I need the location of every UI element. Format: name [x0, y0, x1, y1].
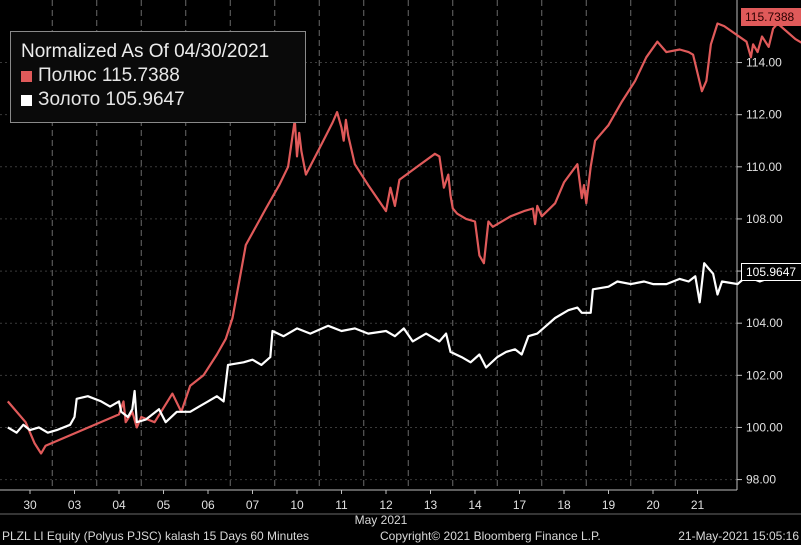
legend: Normalized As Of 04/30/2021 Полюс 115.73…	[10, 31, 306, 123]
x-tick-label: 03	[68, 498, 82, 512]
y-tick-label: 98.00	[746, 473, 776, 487]
legend-swatch-polyus	[21, 70, 32, 82]
legend-item-polyus: Полюс 115.7388	[21, 64, 305, 88]
y-tick-label: 112.00	[746, 108, 782, 122]
last-value-tag-gold: 105.9647	[741, 263, 801, 282]
x-tick-label: 07	[246, 498, 260, 512]
y-tick-label: 114.00	[746, 56, 782, 70]
x-tick-label: 18	[557, 498, 571, 512]
last-value-tag-polyus: 115.7388	[741, 8, 801, 27]
x-tick-label: 11	[335, 498, 348, 512]
legend-label-gold: Золото 105.9647	[38, 89, 185, 110]
footer: PLZL LI Equity (Polyus PJSC) kalash 15 D…	[0, 527, 801, 545]
x-axis: 30 03 04 05 06 07 10 11 12 13 14 17 18 19 20 21	[0, 489, 801, 515]
x-tick-label: 12	[379, 498, 393, 512]
footer-copyright: Copyright© 2021 Bloomberg Finance L.P.	[380, 529, 601, 543]
y-tick-label: 110.00	[746, 160, 782, 174]
x-tick-label: 20	[646, 498, 660, 512]
series-line-gold	[7, 262, 801, 434]
legend-title: Normalized As Of 04/30/2021	[21, 41, 270, 62]
x-tick-label: 06	[201, 498, 215, 512]
x-tick-label: 13	[424, 498, 438, 512]
x-tick-label: 04	[112, 498, 126, 512]
x-tick-label: 30	[23, 498, 37, 512]
y-tick-label: 102.00	[746, 368, 783, 382]
x-tick-label: 05	[157, 498, 171, 512]
footer-security: PLZL LI Equity (Polyus PJSC) kalash 15 D…	[2, 529, 310, 543]
x-tick-label: 19	[602, 498, 616, 512]
series-lines	[6, 22, 801, 455]
legend-item-gold: Золото 105.9647	[21, 88, 305, 112]
x-tick-label: 21	[691, 498, 705, 512]
y-tick-label: 100.00	[746, 420, 783, 434]
legend-swatch-gold	[21, 94, 32, 106]
footer-timestamp: 21-May-2021 15:05:16	[678, 529, 799, 543]
y-tick-label: 108.00	[746, 212, 783, 226]
x-tick-label: 14	[468, 498, 482, 512]
x-tick-label: 17	[513, 498, 527, 512]
x-tick-label: 10	[290, 498, 304, 512]
month-label: May 2021	[355, 513, 408, 527]
y-tick-label: 104.00	[746, 316, 783, 330]
legend-label-polyus: Полюс 115.7388	[38, 65, 180, 86]
series-line-polyus	[6, 22, 801, 455]
